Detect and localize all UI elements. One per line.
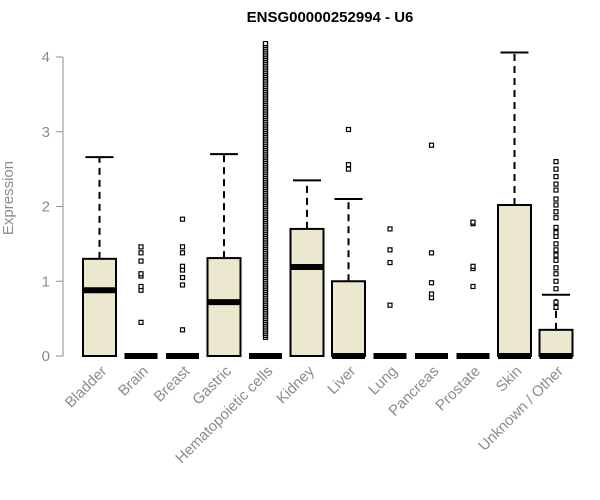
outlier-point — [470, 283, 476, 290]
box-bladder — [82, 156, 117, 358]
box-liver — [331, 126, 366, 359]
y-axis: 0 1 2 3 4 — [42, 49, 64, 365]
x-tick-label: Lung — [365, 363, 401, 399]
outlier-point — [428, 280, 435, 286]
outlier-point — [553, 304, 559, 311]
box-kidney — [289, 179, 325, 357]
box-brain — [124, 244, 158, 359]
y-tick-label: 1 — [42, 273, 50, 290]
outlier-point — [138, 283, 144, 290]
outlier-point — [553, 230, 559, 236]
y-axis-label: Expression — [0, 161, 17, 235]
box-hematopoietic-cells — [249, 40, 282, 359]
outlier-point — [553, 257, 559, 263]
outlier-point — [553, 271, 559, 277]
iqr-box — [538, 328, 574, 357]
boxes-group — [82, 40, 574, 359]
iqr-box — [289, 227, 325, 357]
outlier-point — [553, 278, 559, 284]
outlier-point — [387, 302, 393, 308]
box-unknown-other — [538, 159, 574, 359]
outlier-point — [553, 265, 559, 271]
outlier-point — [470, 263, 476, 269]
x-tick-label: Liver — [324, 363, 359, 398]
outlier-point — [179, 282, 186, 288]
outlier-point — [179, 263, 186, 269]
outlier-point — [138, 319, 144, 325]
outlier-point — [179, 216, 186, 222]
iqr-box — [497, 204, 532, 357]
box-gastric — [206, 153, 242, 358]
outlier-point — [345, 162, 352, 168]
outlier-point — [553, 187, 559, 193]
outlier-point — [138, 244, 144, 250]
chart-title: ENSG00000252994 - U6 — [247, 9, 414, 26]
outlier-point — [428, 142, 435, 148]
outlier-point — [553, 241, 559, 247]
x-tick-label: Breast — [151, 362, 194, 405]
outlier-point — [387, 259, 393, 266]
outlier-point — [179, 327, 186, 333]
outlier-point — [138, 258, 144, 264]
outlier-point — [553, 166, 559, 172]
x-tick-label: Skin — [493, 363, 526, 396]
x-tick-label: Kidney — [273, 362, 318, 407]
outlier-point — [179, 274, 186, 281]
outlier-point — [138, 271, 144, 277]
box-skin — [497, 51, 532, 359]
outlier-point — [553, 202, 559, 208]
outlier-point — [179, 244, 186, 250]
outlier-point — [387, 247, 393, 253]
outlier-point — [345, 126, 352, 133]
outlier-point — [553, 252, 559, 258]
outlier-point — [428, 291, 435, 297]
outlier-point — [553, 159, 559, 165]
x-tick-label: Bladder — [62, 363, 111, 412]
x-tick-label: Brain — [115, 363, 152, 400]
outlier-point — [470, 219, 476, 225]
outlier-point — [553, 299, 559, 305]
outlier-point — [553, 196, 559, 202]
iqr-box — [206, 257, 242, 358]
box-pancreas — [415, 142, 448, 359]
outlier-point — [553, 174, 559, 180]
outlier-point — [179, 250, 186, 256]
outlier-point — [345, 166, 352, 172]
outlier-point — [553, 247, 559, 253]
box-lung — [373, 226, 407, 359]
outlier-point — [262, 40, 269, 47]
outlier-point — [553, 286, 559, 292]
iqr-box — [331, 280, 366, 357]
y-tick-label: 3 — [42, 124, 50, 141]
y-tick-label: 0 — [42, 348, 50, 365]
outlier-point — [553, 209, 559, 215]
box-breast — [166, 216, 199, 359]
x-tick-label: Prostate — [432, 363, 484, 415]
y-tick-label: 2 — [42, 199, 50, 216]
box-prostate — [456, 219, 490, 359]
outlier-point — [553, 215, 559, 221]
outlier-point — [553, 224, 559, 231]
outlier-point — [138, 250, 144, 256]
outlier-point — [387, 226, 393, 232]
outlier-point — [428, 250, 435, 256]
y-tick-label: 4 — [42, 49, 50, 66]
outlier-point — [553, 181, 559, 187]
iqr-box — [82, 257, 117, 358]
